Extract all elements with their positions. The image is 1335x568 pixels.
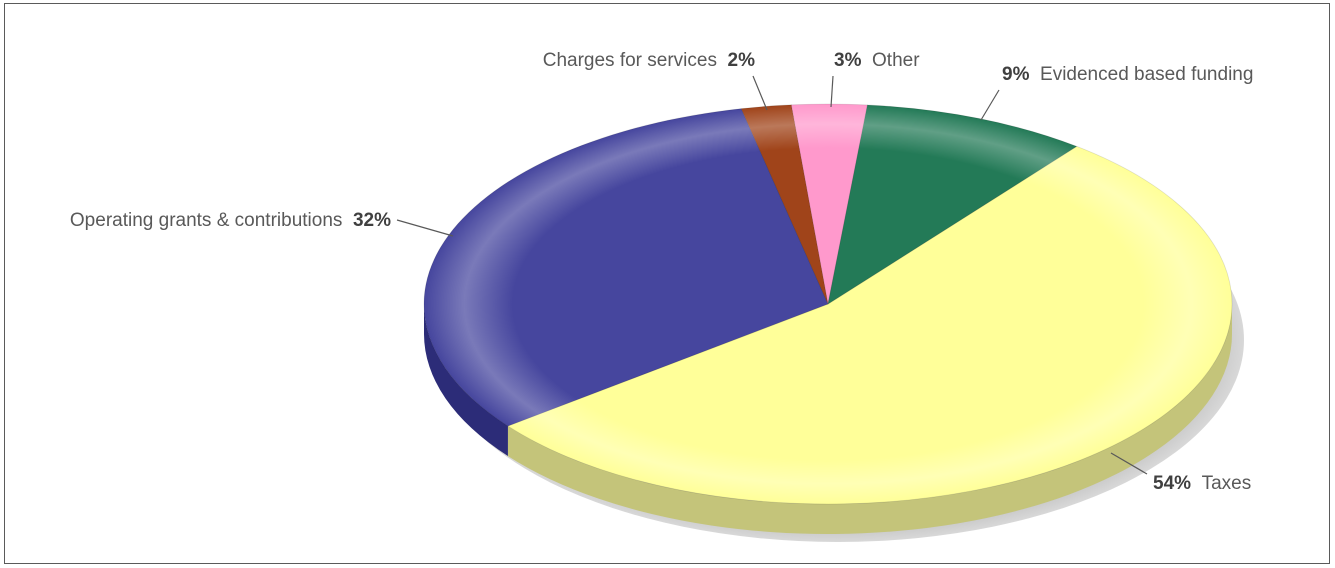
data-label-taxes: 54% Taxes	[1153, 473, 1251, 494]
slice-label-other: Other	[872, 50, 920, 71]
pie-bevel	[424, 104, 1232, 504]
pie-side-operating-grants-contributions	[424, 304, 508, 457]
pie-chart: 54% Taxes Operating grants & contribution…	[70, 50, 1253, 542]
leader-line-evidenced-based-funding	[980, 89, 1000, 121]
slice-label-taxes: Taxes	[1202, 473, 1252, 494]
slice-percent-evidenced-based-funding: 9%	[1002, 64, 1030, 85]
data-label-other: 3% Other	[834, 50, 920, 71]
chart-frame: 54% Taxes Operating grants & contribution…	[4, 3, 1330, 564]
leader-line-taxes	[1110, 452, 1148, 475]
data-label-evidenced-based-funding: 9% Evidenced based funding	[1002, 64, 1253, 85]
slice-percent-operating-grants-contributions: 32%	[353, 210, 391, 231]
slice-label-operating-grants-contributions: Operating grants & contributions	[70, 210, 343, 231]
slice-label-charges-for-services: Charges for services	[543, 50, 717, 71]
slice-label-evidenced-based-funding: Evidenced based funding	[1040, 64, 1253, 85]
slice-percent-other: 3%	[834, 50, 862, 71]
slice-percent-charges-for-services: 2%	[728, 50, 756, 71]
pie-side-taxes	[507, 304, 1232, 534]
slice-percent-taxes: 54%	[1153, 473, 1191, 494]
data-label-operating-grants-contributions: Operating grants & contributions 32%	[70, 210, 391, 231]
leader-line-operating-grants-contributions	[396, 219, 454, 237]
leader-line-other	[830, 75, 834, 108]
leader-line-charges-for-services	[752, 75, 768, 111]
data-label-charges-for-services: Charges for services 2%	[543, 50, 755, 71]
